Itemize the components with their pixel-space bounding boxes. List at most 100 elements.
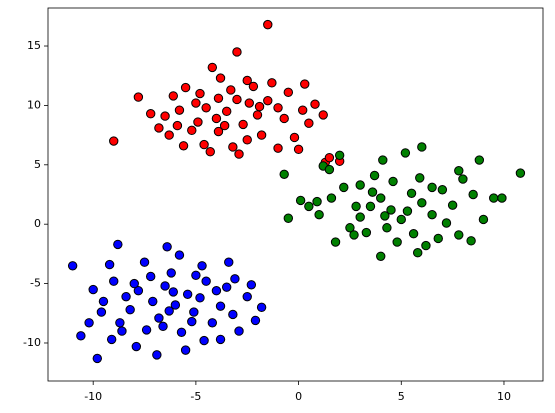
point (242, 291, 252, 302)
point (201, 276, 211, 286)
point (121, 291, 131, 302)
point (474, 155, 485, 165)
point (234, 326, 244, 336)
point (213, 93, 224, 103)
point (205, 147, 215, 157)
point (230, 274, 240, 284)
point (145, 271, 156, 282)
point (369, 170, 380, 181)
point (96, 307, 107, 317)
y-tick-label: 10 (27, 98, 41, 111)
point (415, 173, 425, 183)
point (211, 113, 222, 124)
point (168, 91, 178, 101)
point (468, 189, 478, 200)
point (310, 99, 320, 109)
point (187, 125, 197, 136)
point (361, 227, 372, 238)
point (497, 193, 507, 203)
point (238, 119, 248, 130)
point (349, 230, 359, 240)
point (158, 321, 168, 332)
point (263, 95, 273, 106)
point (355, 212, 365, 222)
point (396, 214, 406, 225)
point (193, 117, 203, 127)
point (256, 130, 267, 140)
point (312, 196, 322, 207)
point (300, 79, 310, 89)
point (273, 103, 283, 113)
y-tick-label: 15 (27, 39, 41, 52)
point (207, 318, 218, 328)
point (355, 180, 365, 190)
point (345, 223, 355, 233)
point (145, 109, 156, 119)
point (279, 113, 289, 124)
point (88, 284, 98, 295)
point (152, 350, 162, 360)
point (466, 236, 476, 246)
point (248, 81, 259, 92)
point (304, 201, 314, 212)
point (176, 327, 187, 337)
point (131, 341, 142, 352)
point (244, 98, 254, 108)
point (182, 289, 193, 299)
point (162, 242, 172, 252)
point (211, 286, 222, 296)
point (117, 326, 127, 336)
point (178, 141, 189, 151)
point (400, 148, 411, 158)
point (133, 286, 144, 296)
point (421, 240, 431, 251)
point (172, 120, 183, 131)
point (170, 300, 181, 310)
point (84, 318, 94, 328)
point (252, 110, 263, 120)
point (180, 345, 191, 355)
point (351, 201, 361, 212)
point (215, 73, 226, 83)
point (180, 82, 191, 93)
point (254, 101, 265, 112)
point (339, 182, 349, 193)
point (263, 19, 273, 30)
point (408, 229, 419, 239)
point (232, 47, 242, 57)
point (113, 239, 123, 250)
x-tick-label: 10 (497, 390, 511, 403)
point (250, 315, 261, 326)
point (413, 248, 423, 258)
point (330, 237, 341, 247)
point (104, 259, 115, 270)
point (160, 281, 170, 291)
point (141, 325, 152, 335)
point (376, 251, 386, 261)
point (427, 182, 437, 193)
point (326, 193, 337, 203)
point (454, 230, 464, 240)
x-tick-label: -5 (190, 390, 201, 403)
x-tick-label: 5 (398, 390, 405, 403)
point (92, 353, 102, 364)
point (447, 200, 458, 210)
point (234, 149, 244, 159)
point (201, 103, 211, 113)
point (115, 318, 125, 328)
point (221, 106, 232, 117)
point (197, 261, 207, 271)
point (187, 316, 197, 327)
point (139, 257, 150, 267)
point (378, 155, 388, 165)
point (166, 268, 176, 278)
point (417, 142, 427, 152)
point (213, 126, 224, 137)
point (195, 293, 205, 303)
point (207, 62, 218, 73)
point (427, 209, 437, 220)
point (232, 94, 242, 105)
point (199, 139, 209, 150)
point (386, 205, 396, 215)
point (283, 213, 294, 223)
